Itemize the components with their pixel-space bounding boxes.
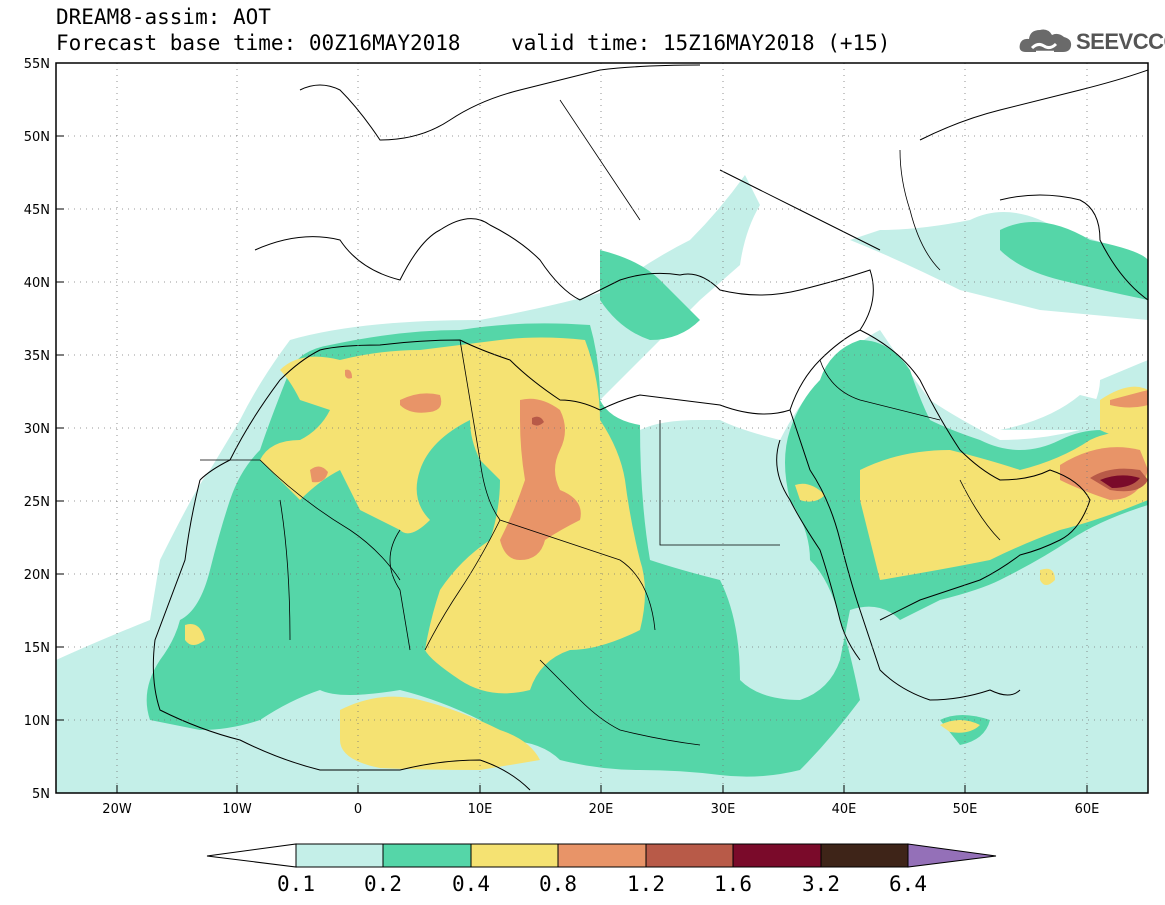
lon-tick-label: 10W [222,802,252,817]
lat-tick-label: 20N [24,568,50,583]
lon-tick-label: 60E [1075,802,1100,817]
lon-tick-label: 10E [468,802,493,817]
colorbar-label: 0.2 [364,872,402,896]
colorbar-label: 3.2 [802,872,840,896]
colorbar-swatch [557,843,647,868]
lat-lon-grid [56,63,1148,793]
lon-tick-label: 30E [711,802,736,817]
lon-tick-label: 0 [354,802,362,817]
colorbar-label: 0.1 [277,872,315,896]
lat-tick-label: 25N [24,495,50,510]
tick-marks [56,62,1088,793]
lon-tick-label: 50E [953,802,978,817]
colorbar-swatch [295,843,384,868]
lat-tick-label: 10N [24,714,50,729]
lon-tick-label: 40E [832,802,857,817]
lat-tick-labels: 55N 50N 45N 40N 35N 30N 25N 20N 15N 10N … [24,57,50,802]
cloud-icon [1019,29,1072,54]
colorbar-label: 0.8 [539,872,577,896]
colorbar-swatch [382,843,472,868]
forecast-times: Forecast base time: 00Z16MAY2018 valid t… [56,31,891,55]
logo-text: SEEVCCC [1076,29,1165,54]
colorbar-swatch [820,843,909,868]
country-borders [200,99,1001,746]
colorbar-label: 6.4 [889,872,927,896]
lat-tick-label: 50N [24,130,50,145]
lat-tick-label: 5N [32,787,50,802]
colorbar-low-triangle [206,843,297,868]
lat-tick-label: 15N [24,641,50,656]
colorbar-swatch [732,843,822,868]
aot-1.6-3.2-fill [1100,475,1140,488]
lon-tick-label: 20W [102,802,132,817]
coastlines [152,64,1148,791]
lat-tick-label: 35N [24,349,50,364]
colorbar [206,843,997,868]
lat-tick-label: 55N [24,57,50,72]
colorbar-label: 1.2 [627,872,665,896]
map-title: DREAM8-assim: AOT [56,5,271,29]
lat-tick-label: 30N [24,422,50,437]
seevccc-logo: SEEVCCC [1018,22,1165,58]
colorbar-high-triangle [907,843,997,868]
colorbar-label: 1.6 [714,872,752,896]
colorbar-label: 0.4 [452,872,490,896]
colorbar-swatch [645,843,734,868]
lat-tick-label: 45N [24,203,50,218]
lat-tick-label: 40N [24,276,50,291]
colorbar-labels: 0.1 0.2 0.4 0.8 1.2 1.6 3.2 6.4 [277,872,927,896]
colorbar-swatch [470,843,559,868]
lon-tick-label: 20E [589,802,614,817]
lon-tick-labels: 20W 10W 0 10E 20E 30E 40E 50E 60E [102,802,1099,817]
